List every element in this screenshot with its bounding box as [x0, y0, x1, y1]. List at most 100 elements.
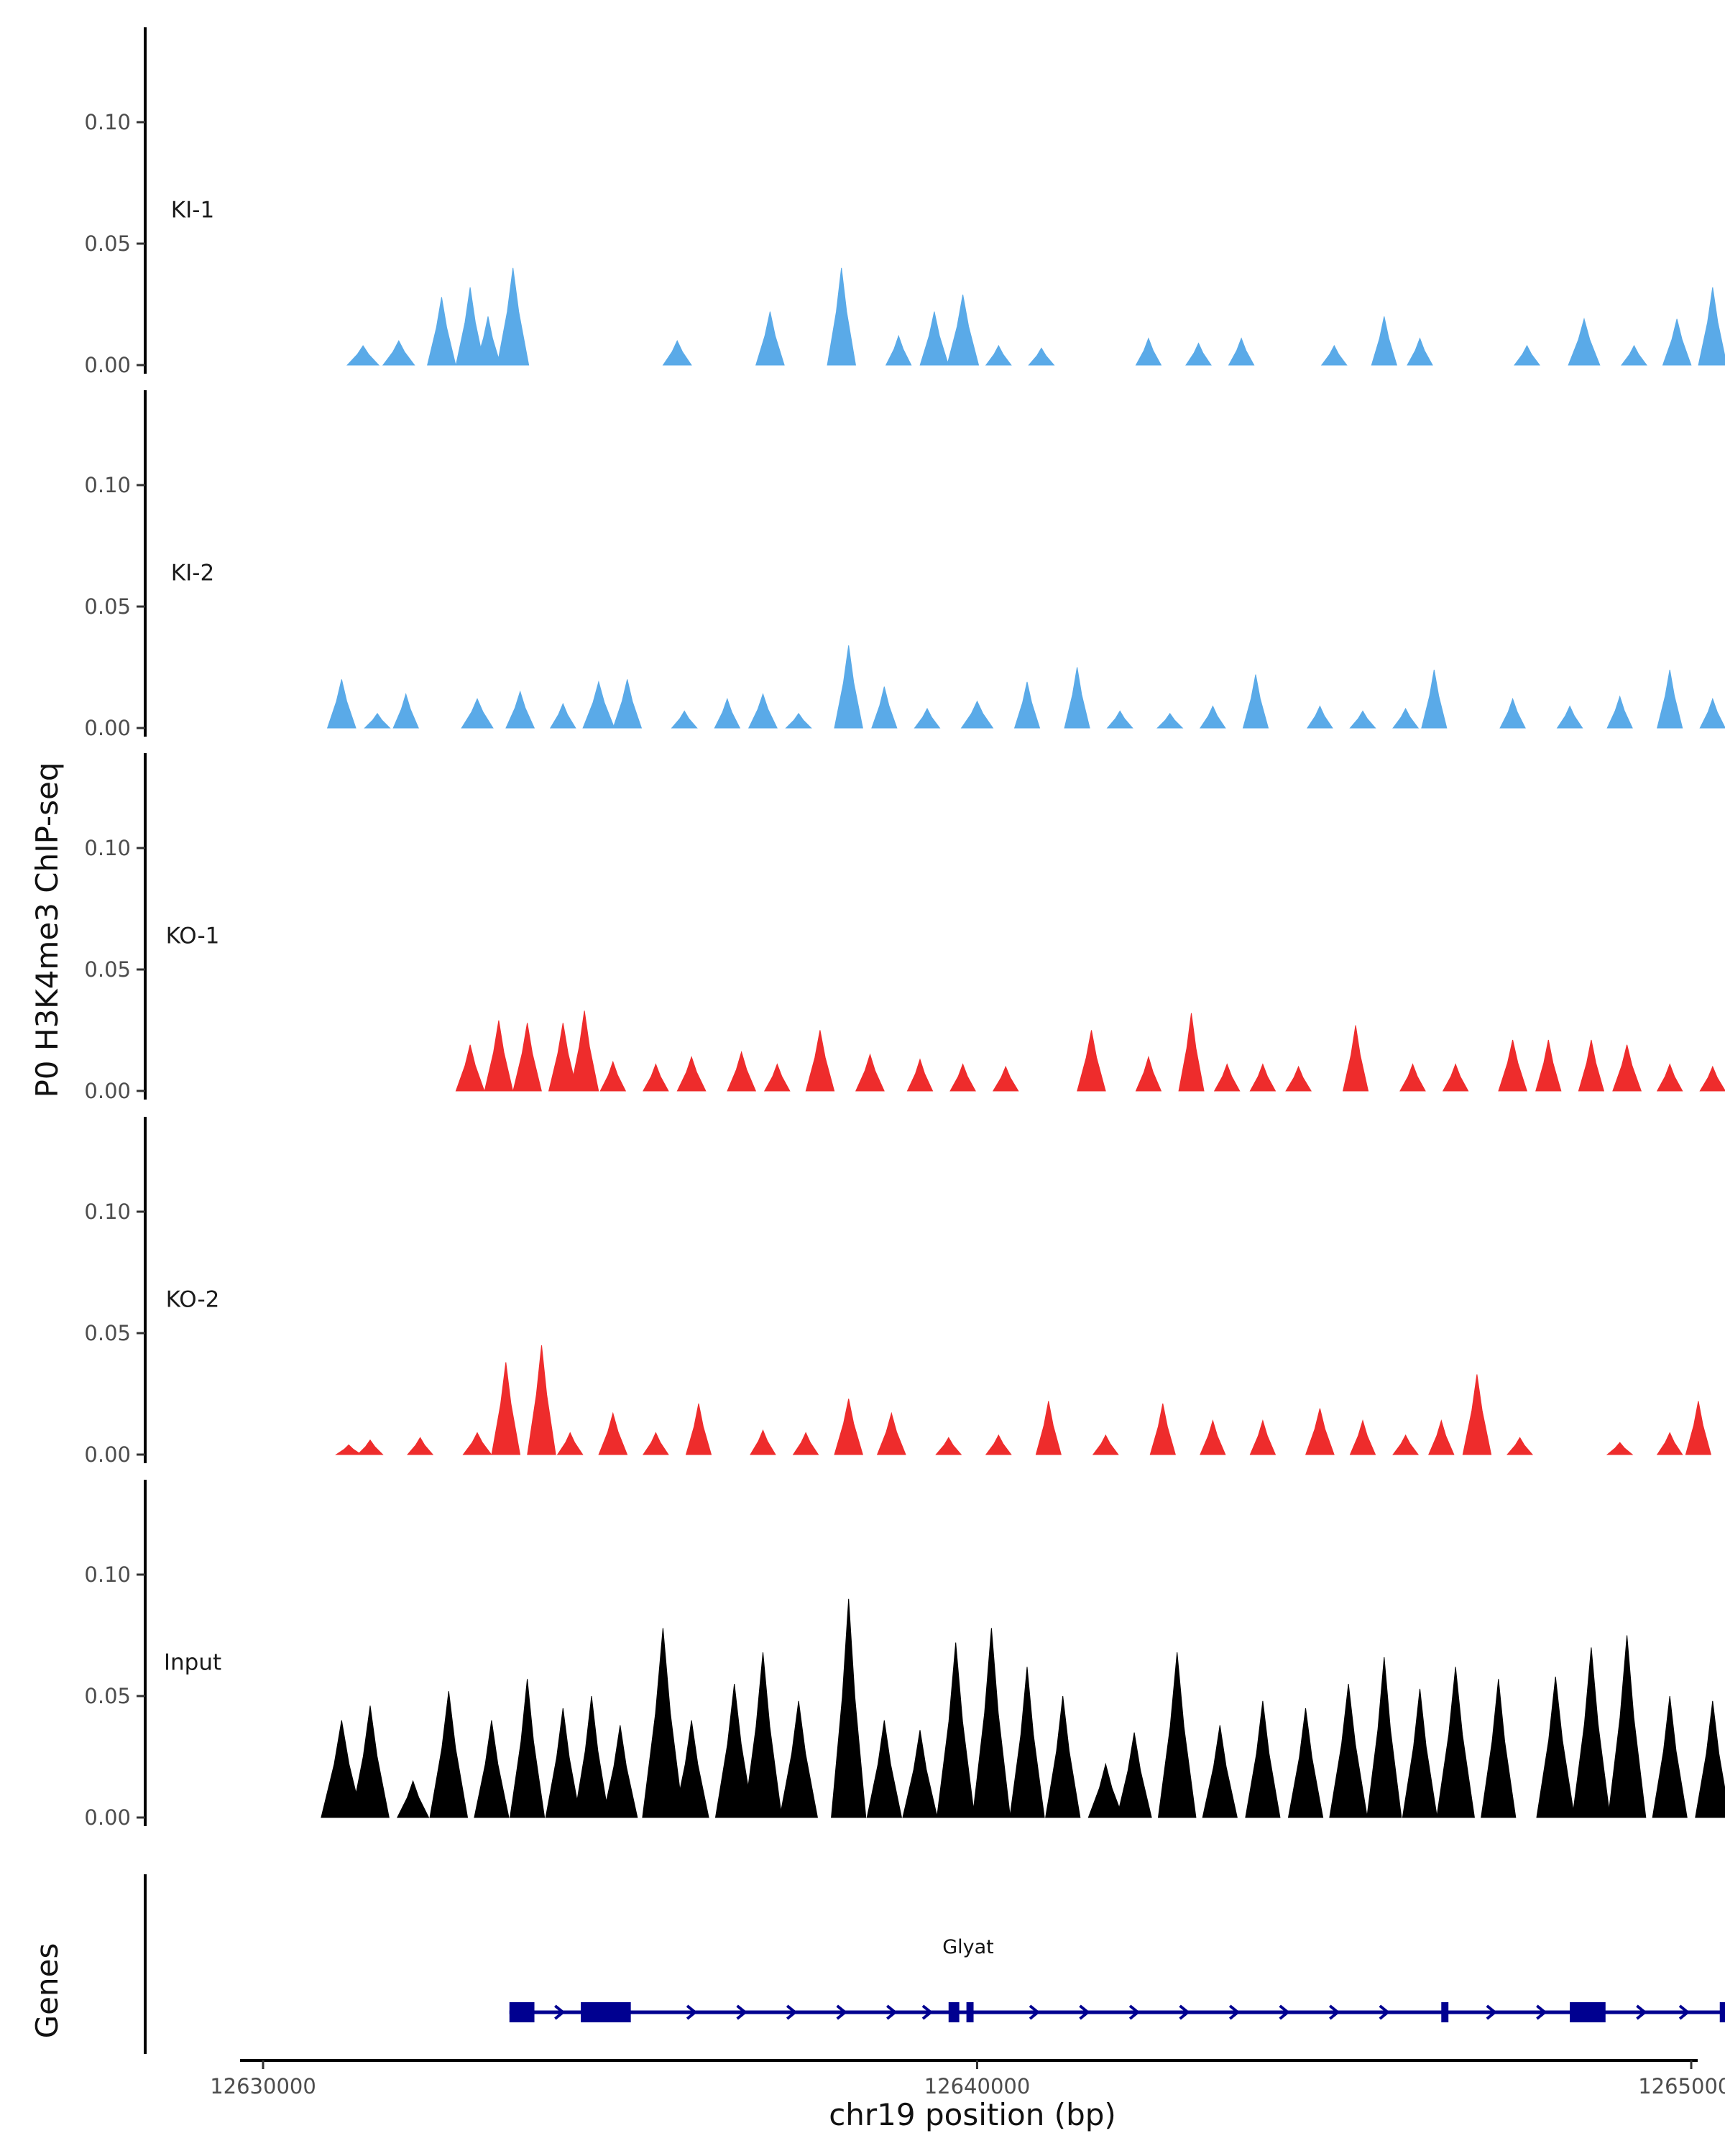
coverage-peak	[427, 297, 456, 366]
coverage-peak	[1342, 1025, 1369, 1092]
coverage-peak	[1499, 697, 1526, 729]
coverage-peak	[335, 1444, 363, 1455]
y-tick-label: 0.05	[84, 1684, 131, 1708]
strand-arrow	[1279, 2004, 1290, 2020]
coverage-peak	[1135, 337, 1162, 366]
y-tick-label: 0.05	[84, 594, 131, 619]
coverage-peak	[1392, 1434, 1420, 1455]
coverage-peak	[1092, 1434, 1119, 1455]
coverage-peak	[834, 1399, 863, 1455]
coverage-peak	[1156, 712, 1184, 729]
coverage-peak	[392, 692, 419, 729]
coverage-peak	[1320, 344, 1348, 366]
y-tick-label: 0.10	[84, 473, 131, 497]
strand-arrow	[921, 2004, 934, 2020]
coverage-peak	[1620, 344, 1647, 366]
coverage-peak	[676, 1056, 707, 1092]
coverage-peak	[1536, 1676, 1576, 1818]
coverage-peak	[1428, 1419, 1455, 1455]
coverage-peak	[1612, 1044, 1642, 1092]
strand-arrow	[1228, 2004, 1241, 2020]
coverage-peak	[871, 686, 898, 729]
coverage-peak	[1699, 697, 1725, 729]
coverage-peak	[763, 1063, 791, 1092]
coverage-peak	[642, 1432, 669, 1455]
track-ko-1: 0.00 0.05 0.10 KO-1	[84, 753, 1725, 1103]
coverage-peak	[1514, 344, 1540, 366]
coverage-peak	[947, 294, 980, 366]
coverage-peak	[1013, 681, 1041, 729]
y-tick-label: 0.10	[84, 110, 131, 134]
coverage-peak	[545, 1708, 581, 1818]
coverage-peak	[831, 1598, 867, 1818]
strand-arrow	[1029, 2004, 1041, 2020]
coverage-peak	[1685, 1401, 1712, 1455]
y-tick-label: 0.00	[84, 353, 131, 377]
coverage-peak	[972, 1628, 1011, 1818]
coverage-peak	[1556, 705, 1583, 729]
track-label: KI-2	[171, 561, 214, 586]
coverage-peak	[1245, 1700, 1281, 1818]
coverage-peak	[1242, 674, 1269, 729]
strand-arrow	[1678, 2004, 1690, 2020]
coverage-peak	[364, 712, 391, 729]
coverage-peak	[748, 693, 778, 729]
gene-exon	[966, 2002, 974, 2022]
coverage-peak	[556, 1432, 584, 1455]
y-tick-label: 0.05	[84, 231, 131, 256]
coverage-peak	[1498, 1039, 1527, 1092]
coverage-peak	[474, 1720, 510, 1818]
coverage-peak	[396, 1779, 430, 1818]
coverage-peak	[906, 1058, 934, 1092]
strand-arrow	[1486, 2004, 1497, 2020]
coverage-peak	[1064, 667, 1090, 729]
coverage-peak	[1506, 1437, 1534, 1455]
strand-arrow	[1179, 2004, 1190, 2020]
gene-exon	[581, 2002, 631, 2022]
coverage-peak	[1699, 1065, 1725, 1092]
coverage-peak	[1087, 1762, 1124, 1818]
coverage-peak	[785, 712, 812, 729]
coverage-peak	[1178, 1013, 1205, 1092]
strand-arrow	[1536, 2004, 1547, 2020]
y-tick-label: 0.00	[84, 1442, 131, 1467]
coverage-peak	[1535, 1039, 1562, 1092]
strand-arrow	[1379, 2004, 1390, 2020]
strand-arrow	[554, 2004, 566, 2020]
strand-arrow	[886, 2004, 898, 2020]
coverage-peak	[351, 1705, 390, 1818]
coverage-peak	[755, 311, 785, 366]
x-axis-title: chr19 position (bp)	[829, 2097, 1116, 2132]
coverage-peak	[985, 344, 1012, 366]
coverage-peak	[602, 1725, 638, 1818]
coverage-peak	[574, 1695, 610, 1818]
coverage-peak	[549, 702, 576, 729]
coverage-peak	[1407, 337, 1433, 366]
x-tick-label: 12630000	[210, 2074, 316, 2099]
coverage-peak	[1135, 1055, 1162, 1092]
coverage-peak	[598, 1411, 628, 1455]
coverage-peak	[1287, 1708, 1324, 1818]
coverage-peak	[1662, 318, 1692, 366]
track-label: KO-2	[166, 1287, 220, 1313]
coverage-peak	[484, 1020, 514, 1092]
coverage-peak	[455, 1044, 485, 1092]
strand-arrow	[786, 2004, 798, 2020]
coverage-peak	[527, 1345, 556, 1455]
coverage-peak	[382, 340, 415, 366]
coverage-peak	[462, 1432, 492, 1455]
coverage-peak	[985, 1434, 1012, 1455]
coverage-peak	[949, 1063, 976, 1092]
strand-arrow	[1079, 2004, 1090, 2020]
coverage-peak	[1249, 1419, 1276, 1455]
coverage-peak	[885, 334, 912, 366]
y-tick-label: 0.10	[84, 1199, 131, 1224]
coverage-peak	[935, 1437, 962, 1455]
track-ko-2: 0.00 0.05 0.10 KO-2	[84, 1117, 1712, 1467]
coverage-peak	[582, 680, 615, 729]
coverage-peak	[1421, 669, 1448, 729]
coverage-peak	[1656, 1063, 1683, 1092]
strand-arrow	[836, 2004, 847, 2020]
coverage-peak	[1077, 1030, 1106, 1092]
coverage-peak	[1228, 337, 1255, 366]
